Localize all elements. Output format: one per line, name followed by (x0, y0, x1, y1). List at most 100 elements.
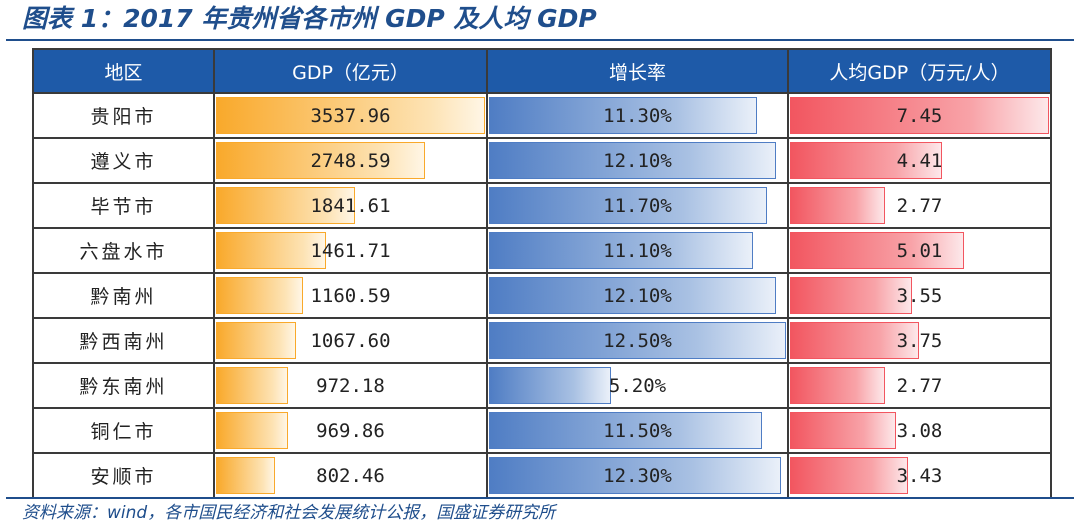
region-cell: 铜仁市 (32, 407, 215, 454)
table-body: 贵阳市 3537.96 11.30% 7.45 遵义市 2748.59 12.10% 4.41… (32, 92, 1052, 499)
growth-bar (489, 187, 767, 224)
per-capita-bar (790, 412, 896, 449)
table-row: 贵阳市 3537.96 11.30% 7.45 (32, 92, 1052, 139)
gdp-cell: 3537.96 (213, 92, 488, 139)
gdp-value: 1067.60 (310, 329, 391, 352)
table-row: 黔东南州 972.18 5.20% 2.77 (32, 362, 1052, 409)
growth-bar (489, 232, 753, 269)
gdp-value: 1841.61 (310, 194, 391, 217)
gdp-cell: 1067.60 (213, 317, 488, 364)
growth-cell: 12.10% (486, 272, 789, 319)
per-capita-cell: 3.55 (787, 272, 1052, 319)
table-row: 六盘水市 1461.71 11.10% 5.01 (32, 227, 1052, 274)
per-capita-cell: 2.77 (787, 182, 1052, 229)
region-cell: 黔西南州 (32, 317, 215, 364)
per-capita-bar (790, 322, 920, 359)
gdp-value: 1461.71 (310, 239, 391, 262)
per-capita-value: 2.77 (896, 194, 943, 217)
growth-value: 11.10% (603, 239, 672, 262)
per-capita-bar (790, 232, 964, 269)
growth-bar (489, 367, 612, 404)
region-cell: 黔南州 (32, 272, 215, 319)
source-note: 资料来源：wind，各市国民经济和社会发展统计公报，国盛证券研究所 (22, 503, 556, 523)
growth-cell: 11.30% (486, 92, 789, 139)
growth-bar (489, 97, 758, 134)
gdp-value: 3537.96 (310, 104, 391, 127)
per-capita-bar (790, 457, 909, 494)
table-row: 安顺市 802.46 12.30% 3.43 (32, 452, 1052, 499)
growth-bar (489, 457, 782, 494)
header-row: 地区 GDP（亿元） 增长率 人均GDP（万元/人） (32, 48, 1052, 94)
growth-value: 12.50% (603, 329, 672, 352)
gdp-bar (216, 457, 276, 494)
growth-cell: 12.10% (486, 137, 789, 184)
per-capita-cell: 3.43 (787, 452, 1052, 499)
header-gdp: GDP（亿元） (213, 48, 488, 94)
gdp-cell: 2748.59 (213, 137, 488, 184)
gdp-cell: 802.46 (213, 452, 488, 499)
gdp-bar (216, 277, 303, 314)
gdp-value: 972.18 (316, 374, 385, 397)
gdp-cell: 969.86 (213, 407, 488, 454)
per-capita-bar (790, 277, 913, 314)
per-capita-value: 5.01 (896, 239, 943, 262)
header-region: 地区 (32, 48, 215, 94)
gdp-value: 1160.59 (310, 284, 391, 307)
gdp-cell: 1160.59 (213, 272, 488, 319)
table-row: 黔西南州 1067.60 12.50% 3.75 (32, 317, 1052, 364)
growth-cell: 12.30% (486, 452, 789, 499)
per-capita-value: 2.77 (896, 374, 943, 397)
per-capita-value: 4.41 (896, 149, 943, 172)
per-capita-cell: 3.08 (787, 407, 1052, 454)
gdp-value: 2748.59 (310, 149, 391, 172)
growth-value: 5.20% (608, 374, 667, 397)
gdp-value: 969.86 (316, 419, 385, 442)
header-growth: 增长率 (486, 48, 789, 94)
growth-cell: 5.20% (486, 362, 789, 409)
table-row: 毕节市 1841.61 11.70% 2.77 (32, 182, 1052, 229)
growth-cell: 11.70% (486, 182, 789, 229)
per-capita-bar (790, 142, 943, 179)
region-cell: 毕节市 (32, 182, 215, 229)
per-capita-cell: 5.01 (787, 227, 1052, 274)
per-capita-cell: 7.45 (787, 92, 1052, 139)
gdp-cell: 1841.61 (213, 182, 488, 229)
growth-value: 11.50% (603, 419, 672, 442)
table-row: 黔南州 1160.59 12.10% 3.55 (32, 272, 1052, 319)
per-capita-bar (790, 187, 886, 224)
growth-value: 11.70% (603, 194, 672, 217)
region-cell: 贵阳市 (32, 92, 215, 139)
gdp-bar (216, 232, 326, 269)
per-capita-value: 7.45 (896, 104, 943, 127)
per-capita-cell: 2.77 (787, 362, 1052, 409)
per-capita-value: 3.08 (896, 419, 943, 442)
region-cell: 黔东南州 (32, 362, 215, 409)
table-row: 遵义市 2748.59 12.10% 4.41 (32, 137, 1052, 184)
growth-cell: 11.50% (486, 407, 789, 454)
growth-bar (489, 322, 786, 359)
growth-cell: 12.50% (486, 317, 789, 364)
per-capita-bar (790, 97, 1049, 134)
growth-cell: 11.10% (486, 227, 789, 274)
per-capita-cell: 3.75 (787, 317, 1052, 364)
chart-title: 图表 1：2017 年贵州省各市州 GDP 及人均 GDP (22, 4, 597, 33)
per-capita-value: 3.75 (896, 329, 943, 352)
gdp-bar (216, 187, 356, 224)
growth-bar (489, 142, 777, 179)
source-rule (6, 497, 1074, 499)
region-cell: 安顺市 (32, 452, 215, 499)
gdp-bar (216, 367, 289, 404)
title-rule (6, 39, 1074, 41)
gdp-bar (216, 142, 425, 179)
header-per-capita: 人均GDP（万元/人） (787, 48, 1052, 94)
growth-bar (489, 277, 777, 314)
gdp-value: 802.46 (316, 464, 385, 487)
gdp-bar (216, 412, 289, 449)
per-capita-value: 3.55 (896, 284, 943, 307)
gdp-cell: 972.18 (213, 362, 488, 409)
growth-value: 11.30% (603, 104, 672, 127)
per-capita-bar (790, 367, 886, 404)
gdp-bar (216, 97, 485, 134)
region-cell: 六盘水市 (32, 227, 215, 274)
per-capita-value: 3.43 (896, 464, 943, 487)
